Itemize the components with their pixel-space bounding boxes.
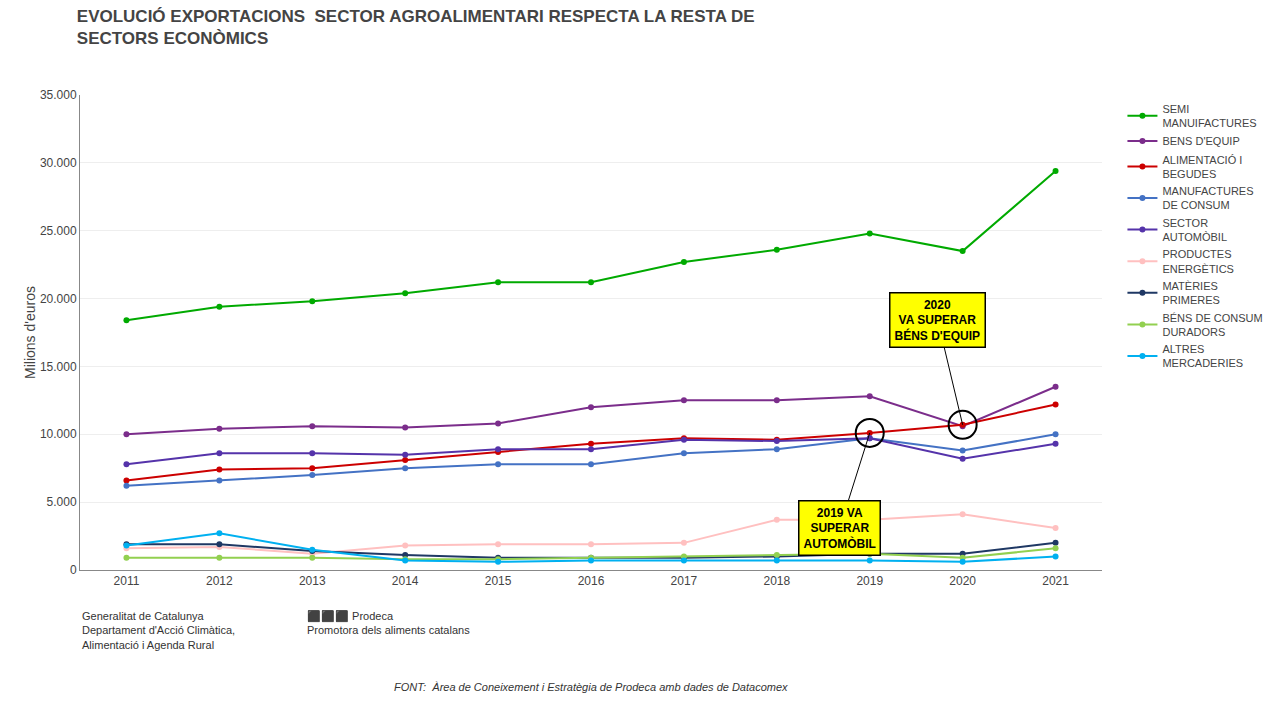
svg-text:ALIMENTACIÓ IBEGUDES: ALIMENTACIÓ IBEGUDES xyxy=(1162,154,1242,180)
svg-text:15.000: 15.000 xyxy=(40,360,77,374)
svg-text:2014: 2014 xyxy=(392,574,419,588)
svg-text:BENS D'EQUIP: BENS D'EQUIP xyxy=(1162,135,1239,147)
svg-text:MATÈRIESPRIMERES: MATÈRIESPRIMERES xyxy=(1162,280,1219,306)
svg-text:EVOLUCIÓ EXPORTACIONS SECTOR: EVOLUCIÓ EXPORTACIONS SECTOR AGROALIMENT… xyxy=(77,7,755,48)
svg-text:Milions d'euros: Milions d'euros xyxy=(22,286,38,379)
svg-text:⬛⬛⬛ ProdecaPromotora dels alim: ⬛⬛⬛ ProdecaPromotora dels aliments catal… xyxy=(307,610,470,636)
svg-text:5.000: 5.000 xyxy=(47,495,77,509)
svg-text:2016: 2016 xyxy=(578,574,605,588)
svg-text:2019 VASUPERARAUTOMÒBIL: 2019 VASUPERARAUTOMÒBIL xyxy=(804,506,876,551)
svg-text:2018: 2018 xyxy=(763,574,790,588)
svg-text:SECTORAUTOMÒBIL: SECTORAUTOMÒBIL xyxy=(1162,217,1227,243)
svg-text:2021: 2021 xyxy=(1042,574,1069,588)
svg-text:2019: 2019 xyxy=(856,574,883,588)
svg-text:2013: 2013 xyxy=(299,574,326,588)
svg-text:PRODUCTESENERGÈTICS: PRODUCTESENERGÈTICS xyxy=(1162,248,1234,274)
svg-text:20.000: 20.000 xyxy=(40,292,77,306)
svg-text:10.000: 10.000 xyxy=(40,427,77,441)
svg-text:30.000: 30.000 xyxy=(40,156,77,170)
svg-text:FONT: Àrea de Coneixement i E: FONT: Àrea de Coneixement i Estratègia d… xyxy=(394,681,788,693)
svg-text:2011: 2011 xyxy=(114,574,140,588)
svg-text:2017: 2017 xyxy=(671,574,698,588)
svg-text:35.000: 35.000 xyxy=(40,88,77,102)
svg-text:BÉNS DE CONSUMDURADORS: BÉNS DE CONSUMDURADORS xyxy=(1162,312,1262,338)
svg-text:25.000: 25.000 xyxy=(40,224,77,238)
svg-text:2012: 2012 xyxy=(206,574,233,588)
svg-text:2015: 2015 xyxy=(485,574,512,588)
svg-text:SEMIMANUIFACTURES: SEMIMANUIFACTURES xyxy=(1162,103,1256,129)
svg-text:MANUFACTURESDE CONSUM: MANUFACTURESDE CONSUM xyxy=(1162,185,1253,211)
svg-text:2020VA SUPERARBÉNS D'EQUIP: 2020VA SUPERARBÉNS D'EQUIP xyxy=(895,298,981,343)
svg-text:ALTRESMERCADERIES: ALTRESMERCADERIES xyxy=(1162,343,1243,369)
svg-text:0: 0 xyxy=(70,563,77,577)
svg-text:Generalitat de CatalunyaDepart: Generalitat de CatalunyaDepartament d'Ac… xyxy=(82,610,235,651)
svg-text:2020: 2020 xyxy=(949,574,976,588)
